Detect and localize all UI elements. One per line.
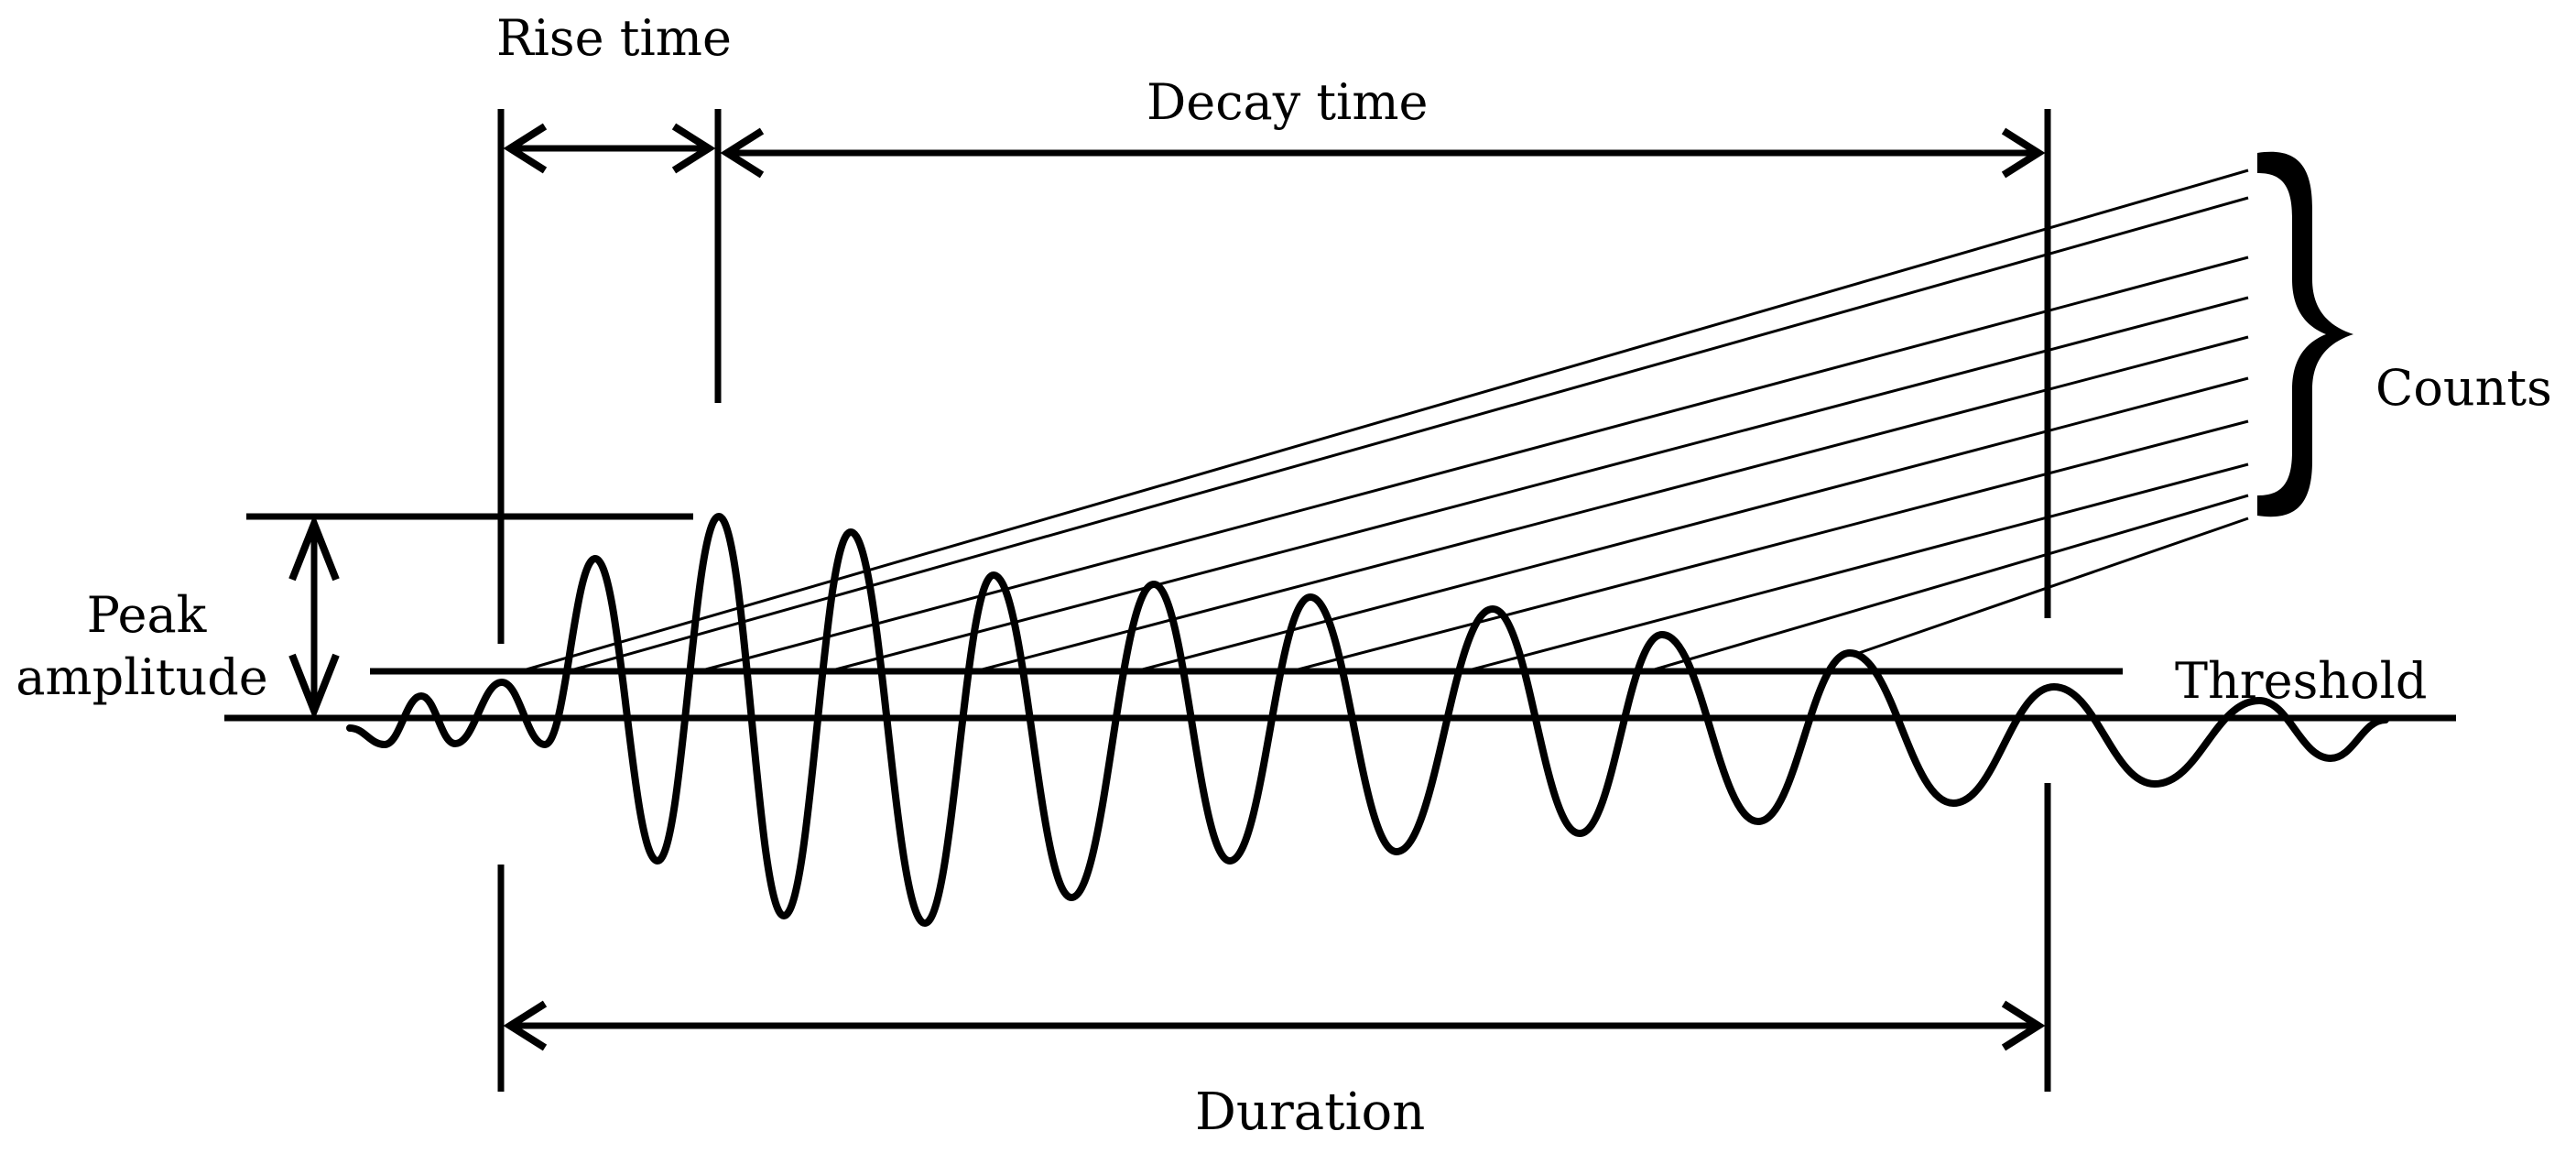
arrowhead-right-icon: [671, 123, 716, 174]
arrowhead-up-icon: [288, 514, 340, 582]
count-lines: [519, 169, 2249, 673]
arrowhead-left-icon: [503, 123, 548, 174]
arrowhead-left-icon: [720, 127, 765, 179]
count-line: [1858, 517, 2249, 655]
arrowhead-left-icon: [503, 1000, 548, 1051]
count-line: [1647, 494, 2249, 673]
rise-time-label: Rise time: [496, 9, 732, 67]
arrowhead-down-icon: [288, 653, 340, 721]
duration-label: Duration: [1195, 1082, 1425, 1142]
count-line: [519, 169, 2249, 673]
arrowhead-right-icon: [2001, 127, 2046, 179]
count-line: [1135, 376, 2249, 673]
peak-amplitude-label-line2: amplitude: [16, 648, 268, 706]
count-line: [974, 335, 2249, 673]
dimension-arrows: [288, 123, 2046, 1051]
decay-time-label: Decay time: [1147, 73, 1429, 131]
counts-brace-icon: [2257, 151, 2353, 517]
marker-lines: [497, 109, 2051, 1092]
count-line: [828, 296, 2249, 673]
waveform: [346, 513, 2389, 927]
count-line: [1290, 419, 2249, 673]
count-line: [1464, 462, 2249, 673]
arrowhead-right-icon: [2001, 1000, 2046, 1051]
count-line: [698, 256, 2249, 673]
threshold-label: Threshold: [2175, 652, 2427, 710]
peak-amplitude-label-line1: Peak: [87, 586, 208, 644]
count-line: [567, 196, 2249, 673]
counts-label: Counts: [2375, 359, 2552, 417]
